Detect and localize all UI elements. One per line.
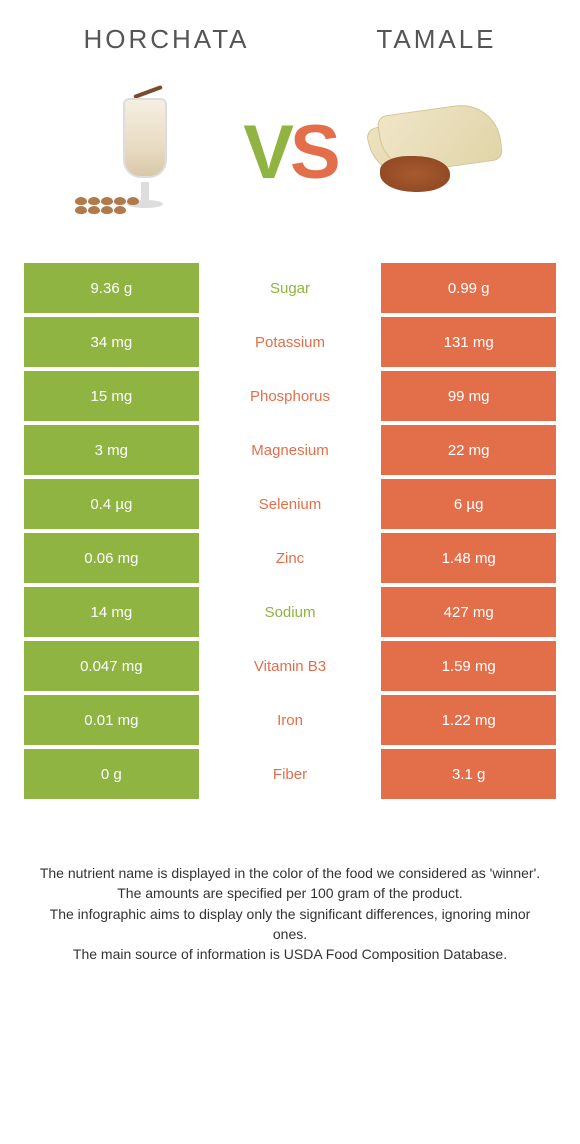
title-left: HORCHATA	[83, 24, 249, 55]
nutrient-row: 0.06 mgZinc1.48 mg	[24, 533, 556, 583]
left-value: 0.01 mg	[24, 695, 199, 745]
right-value: 1.22 mg	[381, 695, 556, 745]
nutrient-table: 9.36 gSugar0.99 g34 mgPotassium131 mg15 …	[0, 263, 580, 799]
right-value: 22 mg	[381, 425, 556, 475]
nutrient-row: 0.01 mgIron1.22 mg	[24, 695, 556, 745]
left-value: 34 mg	[24, 317, 199, 367]
nutrient-name: Potassium	[203, 317, 378, 367]
right-value: 99 mg	[381, 371, 556, 421]
vs-s: S	[290, 115, 337, 191]
vs-label: VS	[243, 115, 336, 191]
nutrient-name: Zinc	[203, 533, 378, 583]
nutrient-row: 14 mgSodium427 mg	[24, 587, 556, 637]
footer-line: The amounts are specified per 100 gram o…	[36, 883, 544, 903]
title-right: TAMALE	[376, 24, 496, 55]
right-value: 131 mg	[381, 317, 556, 367]
nutrient-row: 0 gFiber3.1 g	[24, 749, 556, 799]
nutrient-name: Magnesium	[203, 425, 378, 475]
nutrient-name: Sugar	[203, 263, 378, 313]
nutrient-row: 0.4 µgSelenium6 µg	[24, 479, 556, 529]
vs-v: V	[243, 115, 290, 191]
footer-line: The infographic aims to display only the…	[36, 904, 544, 945]
footer-line: The main source of information is USDA F…	[36, 944, 544, 964]
hero-row: VS	[0, 63, 580, 263]
left-value: 0.4 µg	[24, 479, 199, 529]
left-value: 9.36 g	[24, 263, 199, 313]
right-value: 1.48 mg	[381, 533, 556, 583]
right-value: 1.59 mg	[381, 641, 556, 691]
header: HORCHATA TAMALE	[0, 0, 580, 63]
nutrient-name: Selenium	[203, 479, 378, 529]
right-value: 0.99 g	[381, 263, 556, 313]
left-value: 15 mg	[24, 371, 199, 421]
right-value: 427 mg	[381, 587, 556, 637]
left-value: 0 g	[24, 749, 199, 799]
nutrient-name: Phosphorus	[203, 371, 378, 421]
horchata-image	[65, 73, 225, 233]
right-value: 3.1 g	[381, 749, 556, 799]
left-value: 3 mg	[24, 425, 199, 475]
left-value: 14 mg	[24, 587, 199, 637]
nutrient-name: Fiber	[203, 749, 378, 799]
nutrient-name: Vitamin B3	[203, 641, 378, 691]
nutrient-row: 34 mgPotassium131 mg	[24, 317, 556, 367]
nutrient-row: 15 mgPhosphorus99 mg	[24, 371, 556, 421]
footer-line: The nutrient name is displayed in the co…	[36, 863, 544, 883]
left-value: 0.047 mg	[24, 641, 199, 691]
right-value: 6 µg	[381, 479, 556, 529]
nutrient-row: 0.047 mgVitamin B31.59 mg	[24, 641, 556, 691]
nutrient-name: Sodium	[203, 587, 378, 637]
nutrient-row: 9.36 gSugar0.99 g	[24, 263, 556, 313]
left-value: 0.06 mg	[24, 533, 199, 583]
nutrient-name: Iron	[203, 695, 378, 745]
footer-notes: The nutrient name is displayed in the co…	[0, 803, 580, 984]
tamale-image	[355, 73, 515, 233]
nutrient-row: 3 mgMagnesium22 mg	[24, 425, 556, 475]
